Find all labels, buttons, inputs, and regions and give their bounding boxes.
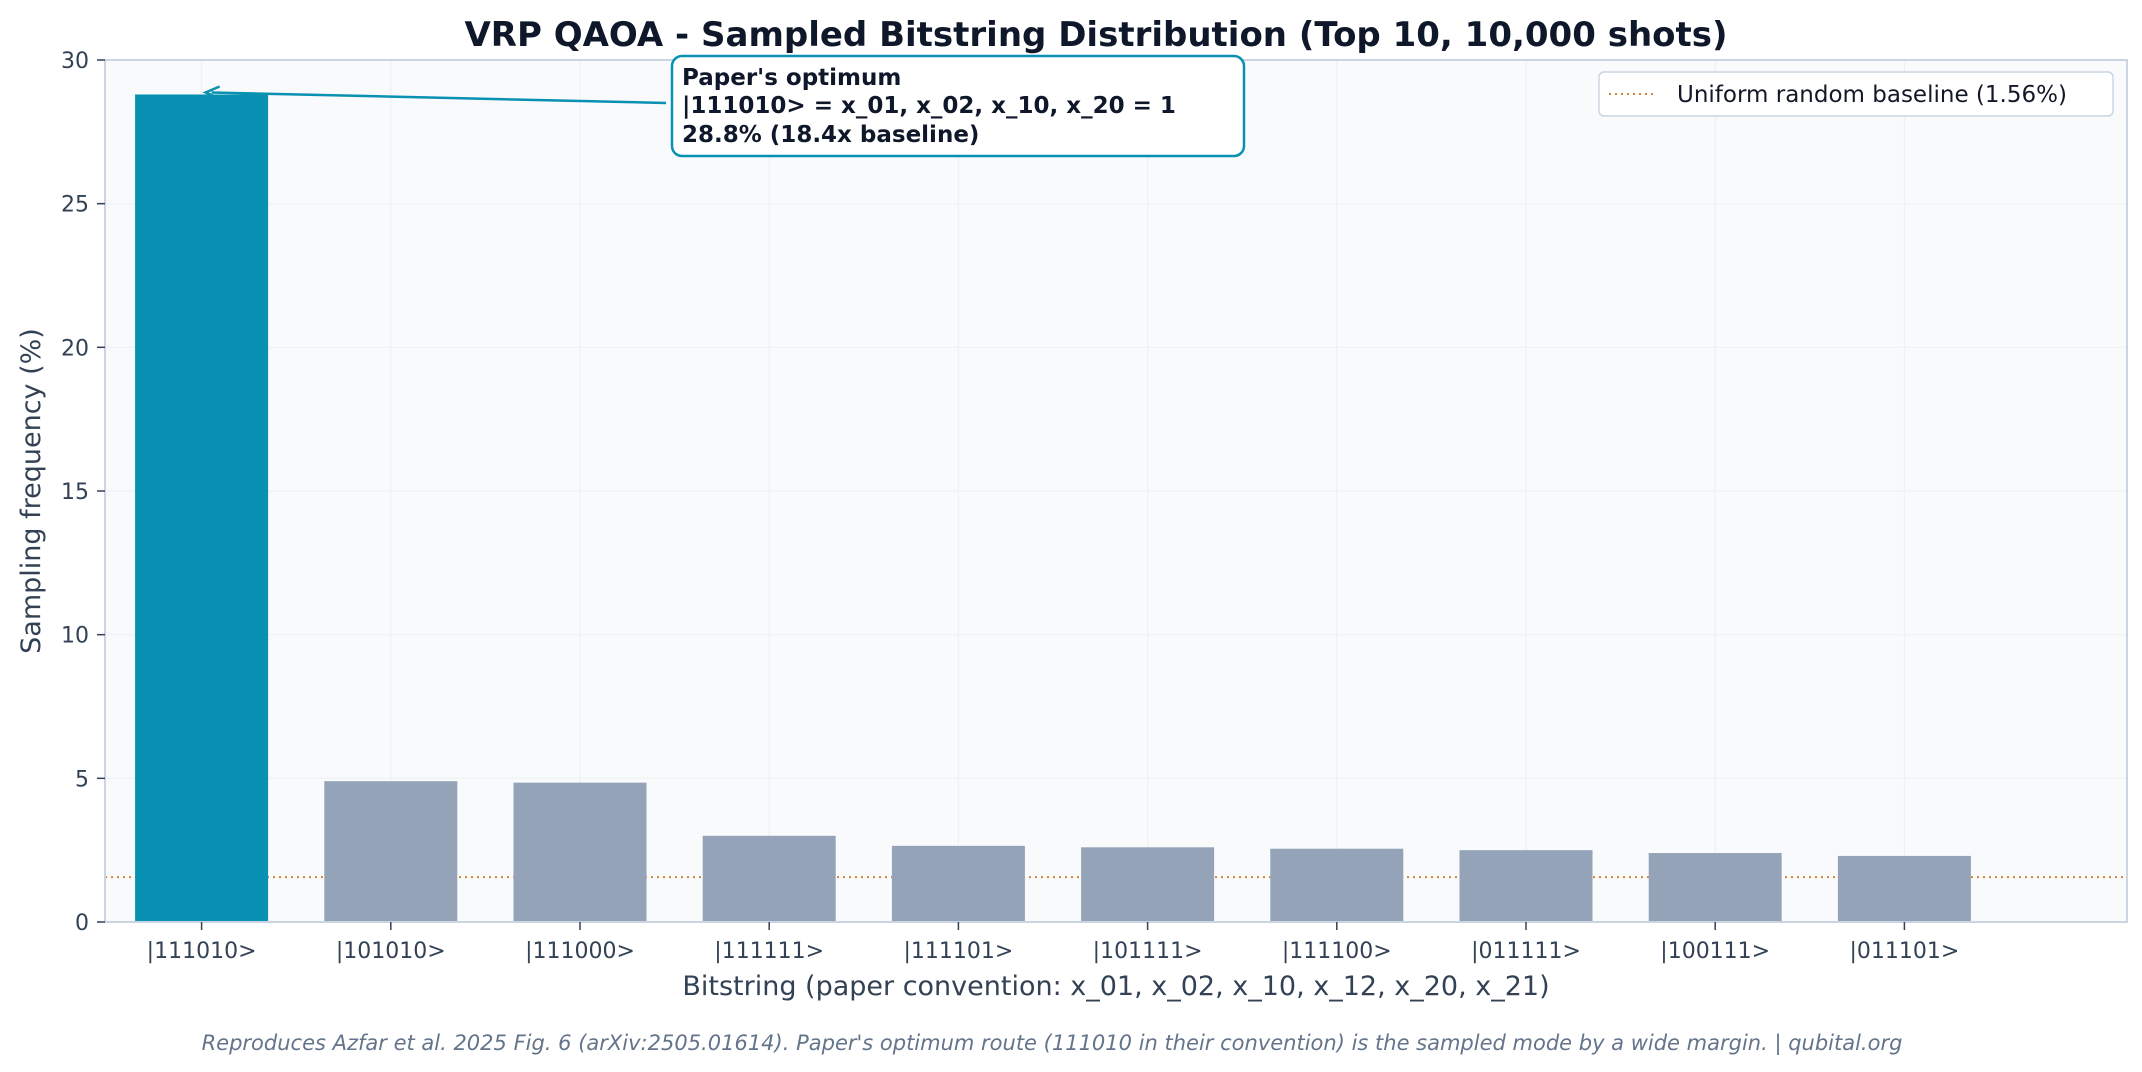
- bars: [135, 94, 1971, 923]
- annotation-line: |111010> = x_01, x_02, x_10, x_20 = 1: [682, 93, 1176, 119]
- x-tick-label: |011101>: [1849, 939, 1959, 964]
- x-tick-label: |111010>: [147, 939, 257, 964]
- annotation-box: [670, 54, 1246, 158]
- grid-lines: [105, 60, 2127, 922]
- x-tick-label: |111100>: [1282, 939, 1392, 964]
- annotation-arrow: [202, 85, 667, 105]
- y-tick-label: 25: [61, 193, 89, 218]
- x-tick-label: |011111>: [1471, 939, 1581, 964]
- x-tick-label: |101010>: [336, 939, 446, 964]
- bar-111101: [891, 845, 1025, 922]
- annotation: Paper's optimum |111010> = x_01, x_02, x…: [202, 54, 1246, 158]
- y-tick-label: 15: [61, 480, 89, 505]
- legend-box: [1598, 71, 2114, 117]
- y-axis-ticks: 0 5 10 15 20 25 30: [61, 49, 105, 936]
- y-tick-label: 0: [75, 911, 89, 936]
- x-tick-label: |111111>: [714, 939, 824, 964]
- bar-101010: [324, 781, 458, 922]
- x-tick-label: |101111>: [1093, 939, 1203, 964]
- bar-100111: [1648, 853, 1782, 922]
- y-axis-label: Sampling frequency (%): [16, 328, 47, 654]
- bar-011101: [1837, 855, 1971, 922]
- x-tick-label: |111000>: [525, 939, 635, 964]
- bar-101111: [1081, 847, 1215, 922]
- bar-111010: [135, 94, 269, 923]
- annotation-arrow-head: [202, 85, 221, 100]
- bar-011111: [1459, 850, 1593, 922]
- bar-111100: [1270, 848, 1404, 922]
- y-tick-label: 20: [61, 336, 89, 361]
- chart-title: VRP QAOA - Sampled Bitstring Distributio…: [464, 15, 1727, 55]
- y-tick-label: 30: [61, 49, 89, 74]
- annotation-line: Paper's optimum: [682, 65, 901, 91]
- x-axis-ticks: |111010> |101010> |111000> |111111> |111101>…: [147, 922, 1959, 964]
- annotation-arrow-shaft: [211, 91, 667, 105]
- y-tick-label: 10: [61, 624, 89, 649]
- y-tick-label: 5: [75, 767, 89, 792]
- bar-111111: [702, 835, 836, 922]
- bar-111000: [513, 782, 647, 922]
- x-tick-label: |100111>: [1660, 939, 1770, 964]
- x-tick-label: |111101>: [903, 939, 1013, 964]
- annotation-line: 28.8% (18.4x baseline): [682, 122, 979, 148]
- legend-entry-baseline: Uniform random baseline (1.56%): [1677, 82, 2067, 108]
- x-axis-label: Bitstring (paper convention: x_01, x_02,…: [682, 971, 1549, 1002]
- footer-note: Reproduces Azfar et al. 2025 Fig. 6 (arX…: [202, 1031, 1903, 1056]
- legend: Uniform random baseline (1.56%): [1598, 71, 2114, 117]
